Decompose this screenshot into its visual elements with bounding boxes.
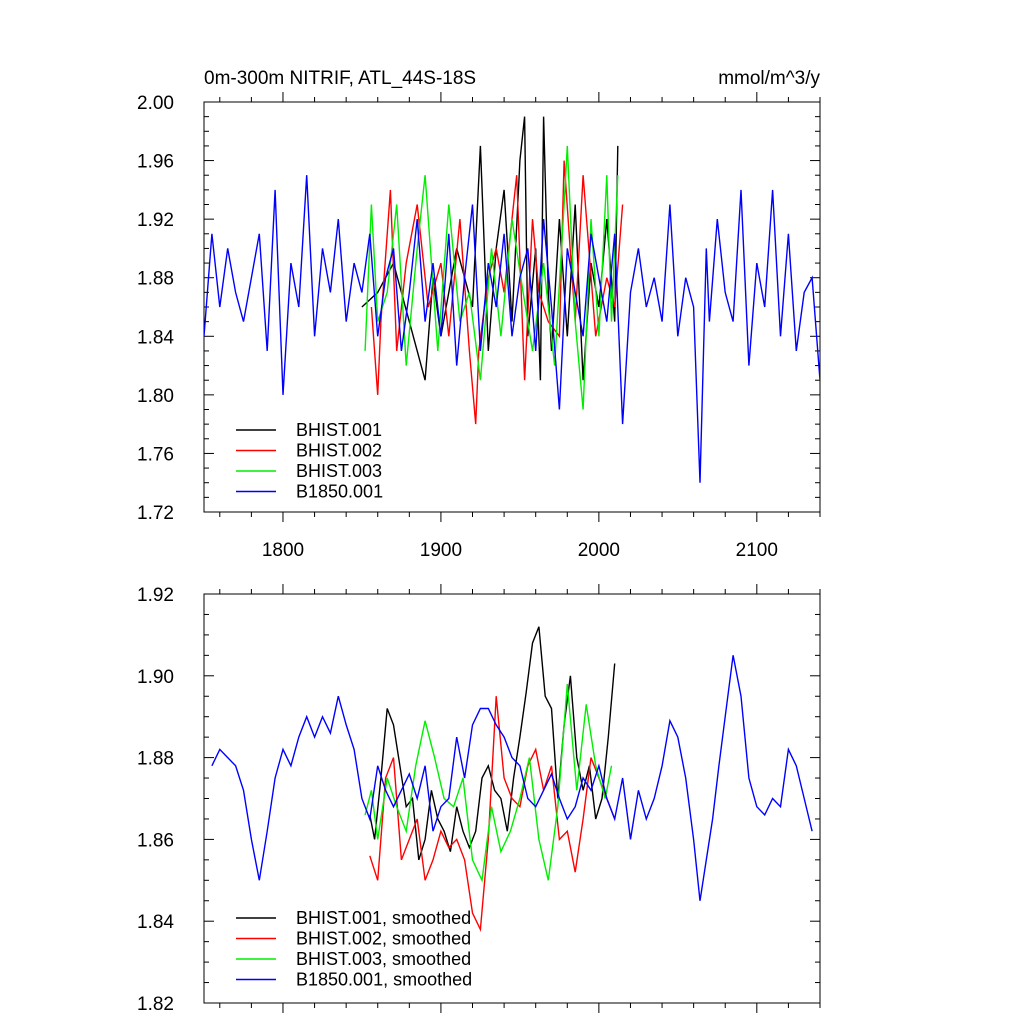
y-tick-label: 1.76: [137, 444, 174, 465]
series-line-bhist-001: [361, 116, 619, 381]
x-tick-label: 1800: [262, 540, 304, 561]
x-tick-label: 1900: [420, 540, 462, 561]
y-tick-label: 1.92: [137, 585, 174, 606]
chart-units: mmol/m^3/y: [718, 68, 820, 89]
y-tick-label: 1.82: [137, 994, 174, 1015]
y-tick-label: 1.88: [137, 269, 174, 290]
top-panel: 1.72 1.76 1.80 1.84 1.88 1.92 1.96 2.00 1800 1900…: [137, 92, 821, 561]
legend-label: BHIST.003, smoothed: [296, 949, 471, 969]
legend-label: BHIST.001: [296, 420, 382, 440]
y-tick-label: 1.84: [137, 912, 174, 933]
series-line-bhist-003-smoothed: [364, 683, 613, 883]
y-tick-label: 1.84: [137, 327, 174, 348]
y-tick-label: 1.90: [137, 667, 174, 688]
legend-label: BHIST.002: [296, 441, 382, 461]
x-tick-label: 2100: [736, 540, 778, 561]
y-tick-label: 1.80: [137, 386, 174, 407]
y-tick-label: 1.88: [137, 749, 174, 770]
series-line-b1850-001: [204, 175, 820, 483]
series-line-bhist-002-smoothed: [369, 696, 616, 932]
series-group: [211, 626, 813, 932]
chart-title: 0m-300m NITRIF, ATL_44S-18S: [204, 68, 476, 89]
legend-label: BHIST.002, smoothed: [296, 929, 471, 949]
legend-label: B1850.001: [296, 482, 383, 502]
legend-label: BHIST.001, smoothed: [296, 908, 471, 928]
series-line-b1850-001-smoothed: [211, 655, 813, 901]
y-tick-label: 1.92: [137, 210, 174, 231]
x-tick-label: 2000: [578, 540, 620, 561]
legend-label: BHIST.003: [296, 461, 382, 481]
y-tick-label: 1.72: [137, 503, 174, 524]
bottom-panel: 1.82 1.84 1.86 1.88 1.90 1.92 BHIST.001, smoot…: [137, 584, 821, 1015]
legend-label: B1850.001, smoothed: [296, 970, 472, 990]
y-tick-label: 1.96: [137, 152, 174, 173]
y-tick-label: 2.00: [137, 93, 174, 114]
y-tick-label: 1.86: [137, 830, 174, 851]
series-line-bhist-003: [364, 145, 619, 410]
series-group: [204, 116, 820, 483]
